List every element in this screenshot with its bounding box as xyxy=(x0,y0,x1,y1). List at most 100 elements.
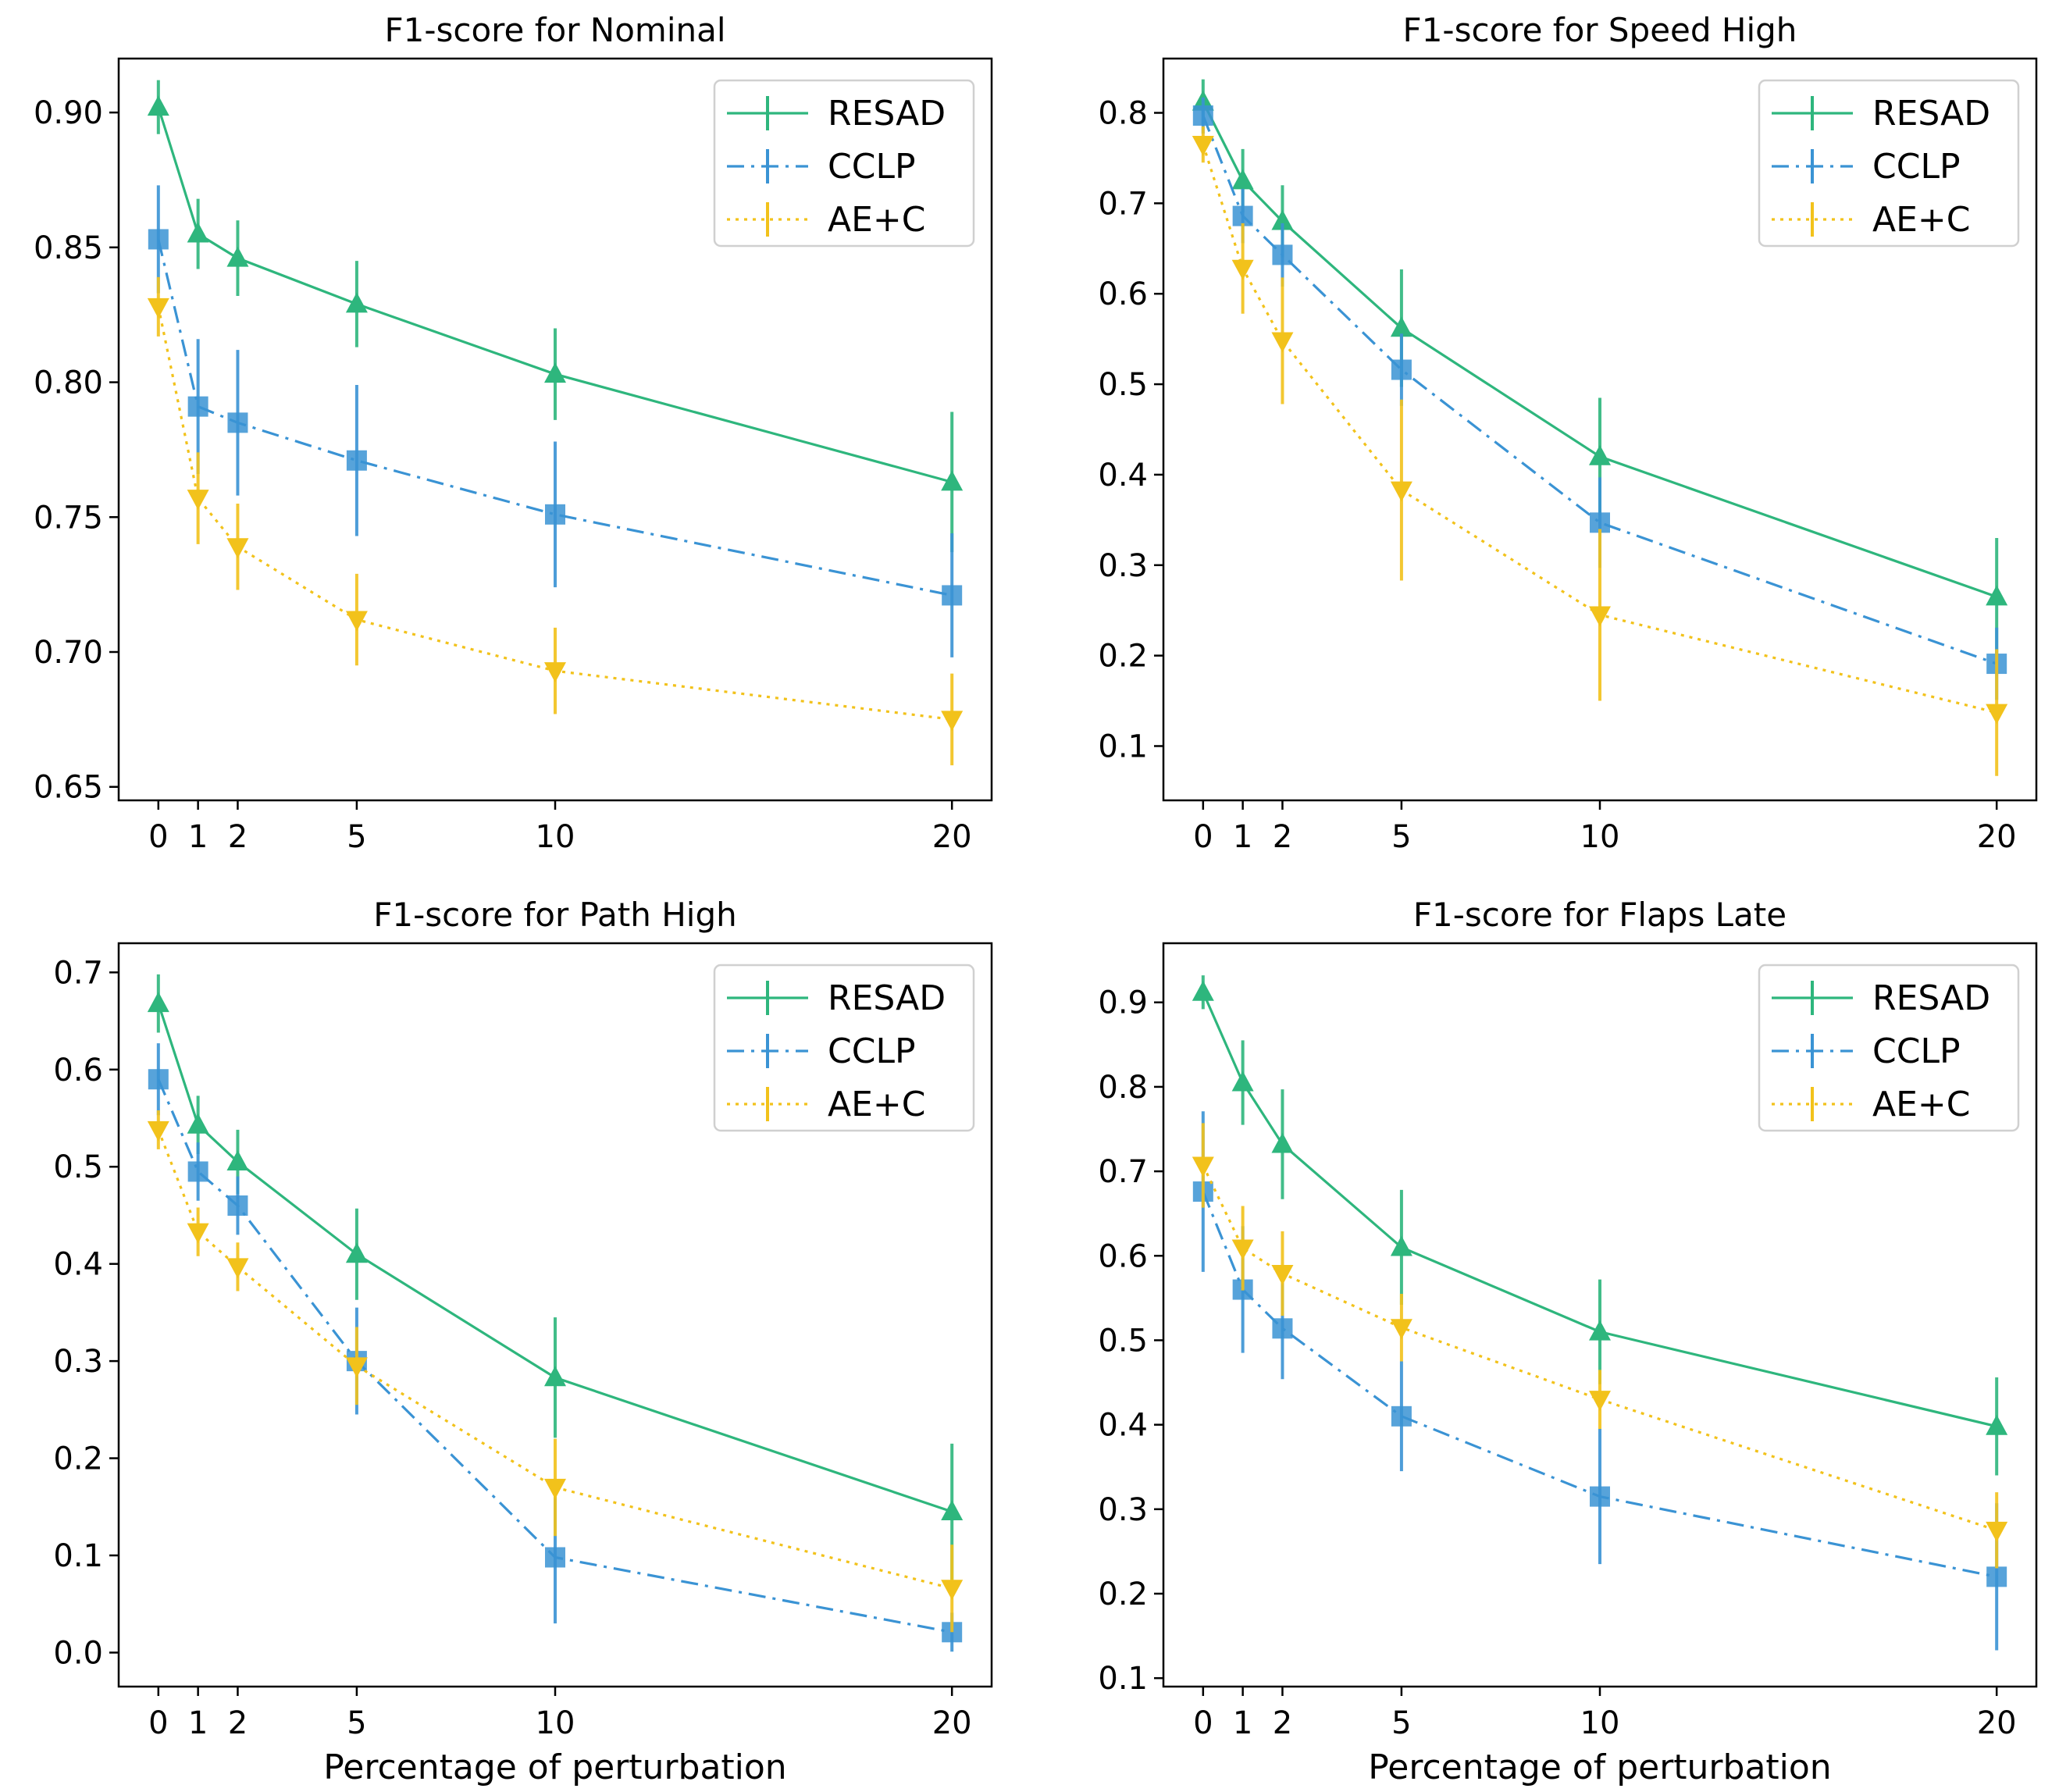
data-point xyxy=(544,1478,566,1499)
data-point xyxy=(187,1161,208,1182)
y-tick-label: 0.1 xyxy=(53,1538,103,1574)
legend: RESAD CCLP AE+C xyxy=(1758,79,2020,248)
data-point xyxy=(187,1223,209,1244)
legend-label: AE+C xyxy=(1872,1085,1971,1124)
y-tick-label: 0.3 xyxy=(1098,1492,1148,1528)
data-point xyxy=(346,450,367,471)
data-point xyxy=(1192,136,1214,157)
legend-label: CCLP xyxy=(828,147,916,187)
data-point xyxy=(544,362,566,383)
data-point xyxy=(1590,1486,1610,1507)
data-point xyxy=(544,662,566,683)
data-point xyxy=(941,1580,964,1601)
x-tick-label: 1 xyxy=(188,819,208,855)
x-tick-label: 2 xyxy=(1273,819,1292,855)
data-point xyxy=(1231,259,1254,280)
plot-area xyxy=(1162,57,2038,802)
y-tick-label: 0.65 xyxy=(34,770,103,806)
y-tick-label: 0.6 xyxy=(53,1053,103,1088)
data-point xyxy=(1232,205,1253,226)
x-tick-label: 5 xyxy=(1391,819,1411,855)
y-tick-label: 0.80 xyxy=(34,365,103,401)
series-resad xyxy=(1192,975,2008,1476)
chart-title: F1-score for Flaps Late xyxy=(1413,896,1786,934)
series-ae-c xyxy=(1192,126,2008,776)
legend-label: AE+C xyxy=(1872,200,1971,240)
data-point xyxy=(226,1150,249,1170)
x-tick-label: 0 xyxy=(1193,1705,1213,1741)
data-point xyxy=(226,1258,249,1279)
legend-label: RESAD xyxy=(1872,978,1990,1018)
series-line xyxy=(157,239,953,597)
data-point xyxy=(1231,1071,1254,1092)
data-point xyxy=(147,297,169,319)
x-tick-label: 20 xyxy=(932,819,972,855)
x-axis-label: Percentage of perturbation xyxy=(323,1747,786,1787)
data-point xyxy=(345,292,368,313)
data-point xyxy=(1192,1156,1214,1177)
y-tick-label: 0.5 xyxy=(1098,367,1148,403)
chart-panel-2: F1-score for Speed High 0.1 0.2 0.3 0.4 0.5 0.… xyxy=(1098,11,2038,855)
series-line xyxy=(157,306,953,721)
series-line xyxy=(1202,101,1997,598)
series-line xyxy=(1202,144,1997,714)
data-point xyxy=(1192,980,1214,1001)
y-tick-label: 0.7 xyxy=(1098,186,1148,222)
y-tick-label: 0.7 xyxy=(1098,1154,1148,1190)
data-point xyxy=(1391,359,1412,380)
y-tick-label: 0.2 xyxy=(53,1441,103,1477)
data-point xyxy=(545,504,565,525)
data-point xyxy=(1271,332,1294,353)
data-point xyxy=(1271,209,1294,230)
x-tick-label: 2 xyxy=(1273,1705,1292,1741)
y-tick-label: 0.4 xyxy=(53,1247,103,1283)
data-point xyxy=(1272,244,1293,265)
data-point xyxy=(545,1547,565,1568)
y-tick-label: 0.1 xyxy=(1098,729,1148,764)
data-point xyxy=(227,412,248,433)
series-line xyxy=(157,1078,953,1633)
legend-frame xyxy=(1758,79,2020,248)
data-point xyxy=(544,1366,566,1387)
plot-area xyxy=(1162,942,2038,1688)
y-tick-label: 0.90 xyxy=(34,95,103,131)
data-point xyxy=(1986,1414,2008,1435)
data-point xyxy=(1231,169,1254,190)
legend-label: CCLP xyxy=(1872,147,1961,187)
data-point xyxy=(147,992,169,1013)
chart-panel-3: F1-score for Path High 0.0 0.1 0.2 0.3 0.4 0.5… xyxy=(53,896,993,1787)
data-point xyxy=(227,1195,248,1216)
data-point xyxy=(345,1242,368,1263)
data-point xyxy=(187,490,209,511)
series-ae-c xyxy=(147,276,964,766)
data-point xyxy=(1986,1566,2007,1587)
legend-frame xyxy=(713,964,975,1132)
data-point xyxy=(148,229,169,250)
data-point xyxy=(1986,585,2008,606)
data-point xyxy=(187,222,209,243)
data-point xyxy=(1589,1391,1611,1412)
data-point xyxy=(1390,1235,1412,1256)
x-tick-label: 2 xyxy=(228,1705,248,1741)
data-point xyxy=(148,1069,169,1090)
legend-frame xyxy=(713,79,975,248)
y-tick-label: 0.5 xyxy=(53,1149,103,1185)
chart-panel-4: F1-score for Flaps Late 0.1 0.2 0.3 0.4 0.5 0.… xyxy=(1098,896,2038,1787)
legend-label: RESAD xyxy=(828,94,946,134)
plot-area xyxy=(117,57,993,802)
data-point xyxy=(187,1113,209,1134)
x-tick-label: 0 xyxy=(148,819,168,855)
series-line xyxy=(1202,115,1997,665)
y-tick-label: 0.2 xyxy=(1098,1576,1148,1612)
y-tick-label: 0.85 xyxy=(34,230,103,266)
data-point xyxy=(1231,1239,1254,1260)
y-tick-label: 0.8 xyxy=(1098,1070,1148,1106)
data-point xyxy=(226,246,249,267)
data-point xyxy=(1192,105,1213,126)
legend: RESAD CCLP AE+C xyxy=(1758,964,2020,1132)
data-point xyxy=(1390,316,1412,337)
series-line xyxy=(157,106,953,483)
legend: RESAD CCLP AE+C xyxy=(713,79,975,248)
legend-label: AE+C xyxy=(828,200,926,240)
chart-title: F1-score for Nominal xyxy=(384,11,725,49)
